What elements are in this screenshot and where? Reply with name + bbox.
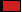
Point	[5, 5, 6, 6]
